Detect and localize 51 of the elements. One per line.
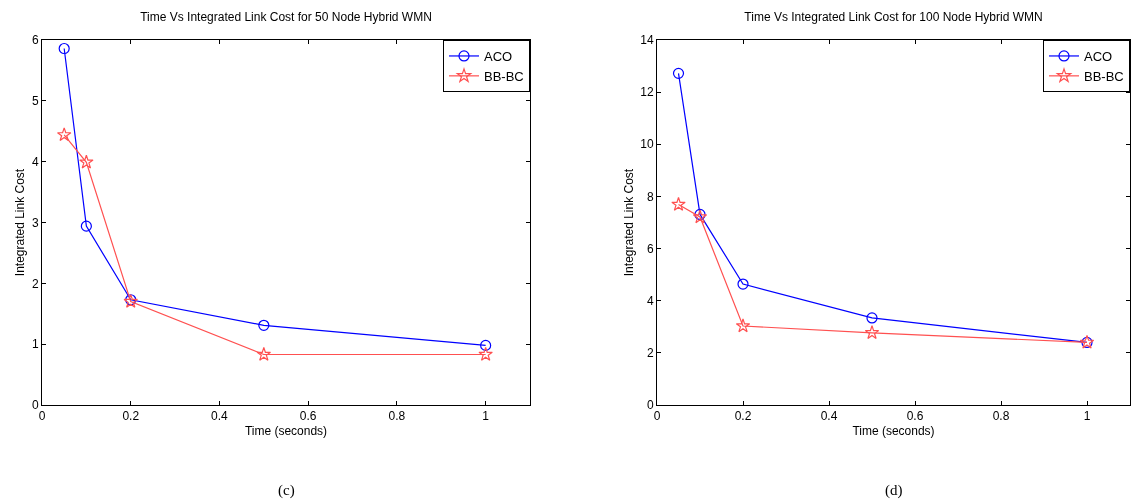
- text: (d): [885, 482, 903, 499]
- y-tick-label: 2: [646, 346, 654, 361]
- point: [56, 127, 72, 142]
- y-tick-label: 8: [646, 189, 654, 204]
- x-tick-label: 0.4: [211, 409, 229, 424]
- y-tick-label: 4: [646, 293, 654, 308]
- y-tick-label: 6: [646, 241, 654, 256]
- y-tick-label: 3: [31, 215, 39, 230]
- point: [672, 67, 685, 79]
- chart-title: Time Vs Integrated Link Cost for 100 Node Hybrid WMN: [744, 9, 1043, 24]
- legend-label: ACO: [484, 49, 513, 65]
- legend-label: ACO: [1084, 49, 1113, 65]
- y-tick-label: 5: [31, 94, 39, 109]
- x-tick-label: 0.2: [122, 409, 140, 424]
- point: [58, 42, 70, 55]
- x-tick-label: 0.6: [299, 409, 317, 424]
- text: (c): [278, 482, 295, 499]
- y-tick-label: 10: [640, 137, 654, 152]
- point: [866, 312, 878, 324]
- y-tick-label: 12: [640, 85, 654, 100]
- point: [864, 325, 880, 340]
- x-tick-label: 0.2: [734, 409, 752, 424]
- x-tick-label: 0.4: [820, 409, 838, 424]
- x-tick-label: 0.6: [906, 409, 924, 424]
- point: [735, 318, 751, 333]
- y-tick-label: 0: [31, 398, 39, 413]
- y-axis-title: Integrated Link Cost: [621, 168, 636, 277]
- y-tick-label: 0: [646, 398, 654, 413]
- x-axis-title: Time (seconds): [852, 424, 935, 439]
- point: [737, 278, 749, 290]
- legend-label: BB-BC: [1084, 68, 1124, 84]
- x-tick-label: 1: [482, 409, 490, 424]
- x-axis-title: Time (seconds): [244, 424, 328, 439]
- point: [480, 339, 492, 351]
- y-axis-title: Integrated Link Cost: [13, 168, 28, 277]
- point: [258, 319, 270, 331]
- point: [256, 346, 272, 361]
- point: [80, 220, 92, 232]
- point: [478, 346, 493, 361]
- point: [671, 196, 686, 211]
- y-tick-label: 2: [31, 276, 39, 291]
- y-tick-label: 1: [31, 337, 39, 352]
- x-tick-label: 0.8: [992, 409, 1010, 424]
- x-tick-label: 1: [1083, 409, 1091, 424]
- point: [79, 154, 94, 169]
- y-tick-label: 4: [31, 154, 39, 169]
- y-tick-label: 6: [31, 33, 39, 48]
- y-tick-label: 14: [640, 33, 654, 48]
- legend-label: BB-BC: [484, 68, 524, 84]
- x-tick-label: 0.8: [388, 409, 406, 424]
- chart-title: Time Vs Integrated Link Cost for 50 Node Hybrid WMN: [140, 9, 432, 24]
